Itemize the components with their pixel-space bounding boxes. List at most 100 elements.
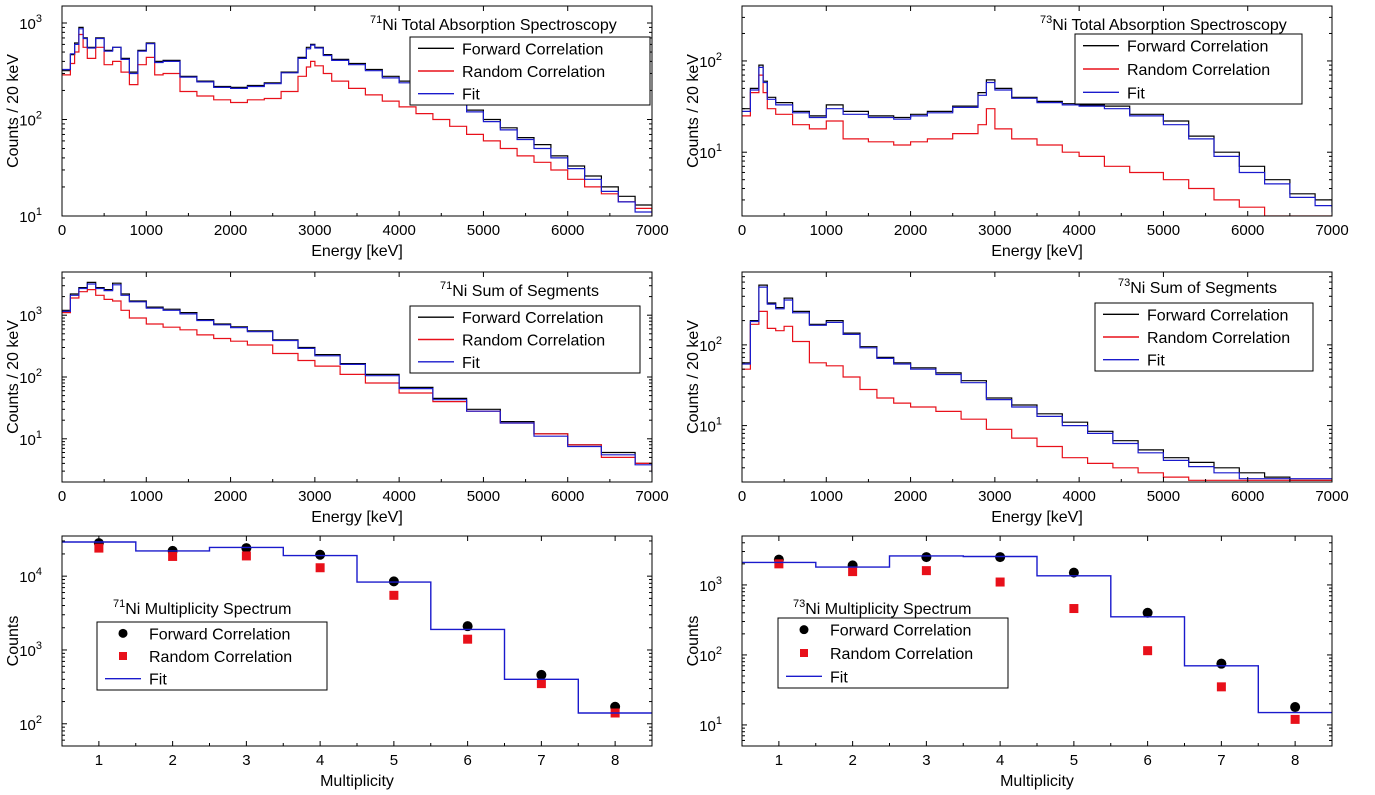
x-tick-label: 5 bbox=[1070, 752, 1078, 769]
plot-area bbox=[62, 281, 652, 473]
legend-label: Fit bbox=[462, 87, 480, 104]
legend-marker bbox=[118, 628, 128, 638]
x-axis-label: Energy [keV] bbox=[991, 243, 1083, 260]
x-tick-label: 3000 bbox=[298, 222, 331, 239]
x-tick-label: 0 bbox=[58, 222, 66, 239]
x-tick-label: 7000 bbox=[635, 488, 668, 505]
series-fit-line bbox=[742, 555, 1332, 714]
plot-area bbox=[742, 552, 1332, 724]
x-tick-label: 4000 bbox=[1062, 222, 1095, 239]
chart-p73seg: 0 1000 2000 3000 4000 5000 6000 7000 101 102 Energ… bbox=[685, 271, 1349, 526]
plot-area bbox=[742, 284, 1332, 481]
legend: Forward Correlation Random Correlation Fit bbox=[1074, 33, 1303, 105]
y-tick-label: 102 bbox=[19, 714, 42, 734]
y-tick-label: 103 bbox=[19, 305, 42, 325]
x-tick-label: 5000 bbox=[1147, 222, 1180, 239]
y-tick-label: 101 bbox=[19, 206, 42, 226]
y-tick-label: 103 bbox=[19, 640, 42, 660]
chart-p73mult: 1 2 3 4 5 6 7 8 101 102 103 Multiplicity Counts 73Ni … bbox=[685, 535, 1333, 790]
legend-label: Fit bbox=[1147, 353, 1165, 370]
x-tick-label: 6 bbox=[463, 752, 471, 769]
x-tick-label: 3000 bbox=[978, 488, 1011, 505]
x-tick-label: 8 bbox=[611, 752, 619, 769]
chart-title: 73Ni Total Absorption Spectroscopy bbox=[1040, 14, 1287, 34]
y-axis-label: Counts / 20 keV bbox=[5, 320, 22, 434]
legend-label: Random Correlation bbox=[1127, 62, 1270, 79]
y-tick-label: 102 bbox=[699, 335, 722, 355]
series-random-correlation-line bbox=[62, 33, 652, 216]
x-tick-label: 3 bbox=[922, 752, 930, 769]
y-tick-label: 102 bbox=[19, 367, 42, 387]
x-tick-label: 0 bbox=[58, 488, 66, 505]
series-random-correlation-point bbox=[168, 551, 178, 561]
series-random-correlation-point bbox=[1069, 604, 1079, 614]
chart-p71seg: 0 1000 2000 3000 4000 5000 6000 7000 101 102 103 En… bbox=[5, 271, 669, 526]
x-tick-label: 2000 bbox=[894, 488, 927, 505]
legend-label: Forward Correlation bbox=[149, 626, 290, 643]
x-tick-label: 4 bbox=[996, 752, 1004, 769]
x-tick-label: 1 bbox=[95, 752, 103, 769]
x-tick-label: 6000 bbox=[551, 488, 584, 505]
plot-area bbox=[62, 26, 652, 216]
x-axis-label: Multiplicity bbox=[320, 773, 394, 790]
series-random-correlation-point bbox=[463, 634, 473, 644]
legend: Forward Correlation Random Correlation Fit bbox=[1094, 302, 1314, 372]
series-forward-correlation-point bbox=[1290, 702, 1301, 713]
series-random-correlation-point bbox=[389, 590, 399, 600]
y-tick-label: 101 bbox=[699, 416, 722, 436]
legend: Forward Correlation Random Correlation Fit bbox=[96, 621, 328, 691]
x-axis-label: Multiplicity bbox=[1000, 773, 1074, 790]
x-tick-label: 2 bbox=[168, 752, 176, 769]
series-forward-correlation-point bbox=[462, 621, 473, 632]
x-tick-label: 3000 bbox=[298, 488, 331, 505]
x-tick-label: 3000 bbox=[978, 222, 1011, 239]
chart-title: 73Ni Sum of Segments bbox=[1118, 277, 1277, 297]
y-tick-label: 103 bbox=[699, 575, 722, 595]
x-tick-label: 4000 bbox=[1062, 488, 1095, 505]
series-random-correlation-line bbox=[742, 74, 1332, 216]
y-tick-label: 101 bbox=[19, 429, 42, 449]
chart-p71tas: 0 1000 2000 3000 4000 5000 6000 7000 101 102 103 En… bbox=[5, 5, 669, 260]
y-axis-label: Counts bbox=[685, 616, 702, 667]
series-random-correlation-line bbox=[742, 310, 1332, 481]
legend-label: Random Correlation bbox=[149, 649, 292, 666]
legend-label: Fit bbox=[462, 355, 480, 372]
series-forward-correlation-point bbox=[315, 549, 326, 560]
plot-area bbox=[62, 538, 652, 718]
x-tick-label: 4 bbox=[316, 752, 324, 769]
series-random-correlation-point bbox=[315, 563, 325, 573]
legend-label: Fit bbox=[1127, 85, 1145, 102]
series-random-correlation-point bbox=[536, 679, 546, 689]
legend-label: Random Correlation bbox=[462, 64, 605, 81]
legend-label: Forward Correlation bbox=[1147, 307, 1288, 324]
y-axis-label: Counts / 20 keV bbox=[5, 54, 22, 168]
chart-p73tas: 0 1000 2000 3000 4000 5000 6000 7000 101 102 Energ… bbox=[685, 5, 1349, 260]
x-tick-label: 2000 bbox=[894, 222, 927, 239]
x-tick-label: 2 bbox=[848, 752, 856, 769]
y-tick-label: 104 bbox=[19, 566, 42, 586]
x-tick-label: 6 bbox=[1143, 752, 1151, 769]
x-tick-label: 4000 bbox=[382, 488, 415, 505]
x-axis-label: Energy [keV] bbox=[311, 243, 403, 260]
x-tick-label: 6000 bbox=[1231, 488, 1264, 505]
legend: Forward Correlation Random Correlation Fit bbox=[409, 36, 651, 106]
series-random-correlation-point bbox=[1216, 682, 1226, 692]
y-tick-label: 102 bbox=[19, 109, 42, 129]
y-tick-label: 101 bbox=[699, 142, 722, 162]
y-axis-label: Counts bbox=[5, 616, 22, 667]
series-random-correlation-point bbox=[1290, 714, 1300, 724]
x-tick-label: 0 bbox=[738, 222, 746, 239]
chart-title: 71Ni Total Absorption Spectroscopy bbox=[370, 14, 617, 34]
x-tick-label: 7 bbox=[537, 752, 545, 769]
x-tick-label: 5000 bbox=[467, 488, 500, 505]
x-tick-label: 7000 bbox=[1315, 222, 1348, 239]
y-axis-label: Counts / 20 keV bbox=[685, 54, 702, 168]
x-tick-label: 1000 bbox=[130, 222, 163, 239]
plot-frame bbox=[61, 271, 653, 483]
x-tick-label: 5000 bbox=[467, 222, 500, 239]
x-tick-label: 7000 bbox=[635, 222, 668, 239]
x-tick-label: 6000 bbox=[551, 222, 584, 239]
x-tick-label: 8 bbox=[1291, 752, 1299, 769]
series-forward-correlation-point bbox=[921, 552, 932, 563]
x-tick-label: 1000 bbox=[810, 222, 843, 239]
